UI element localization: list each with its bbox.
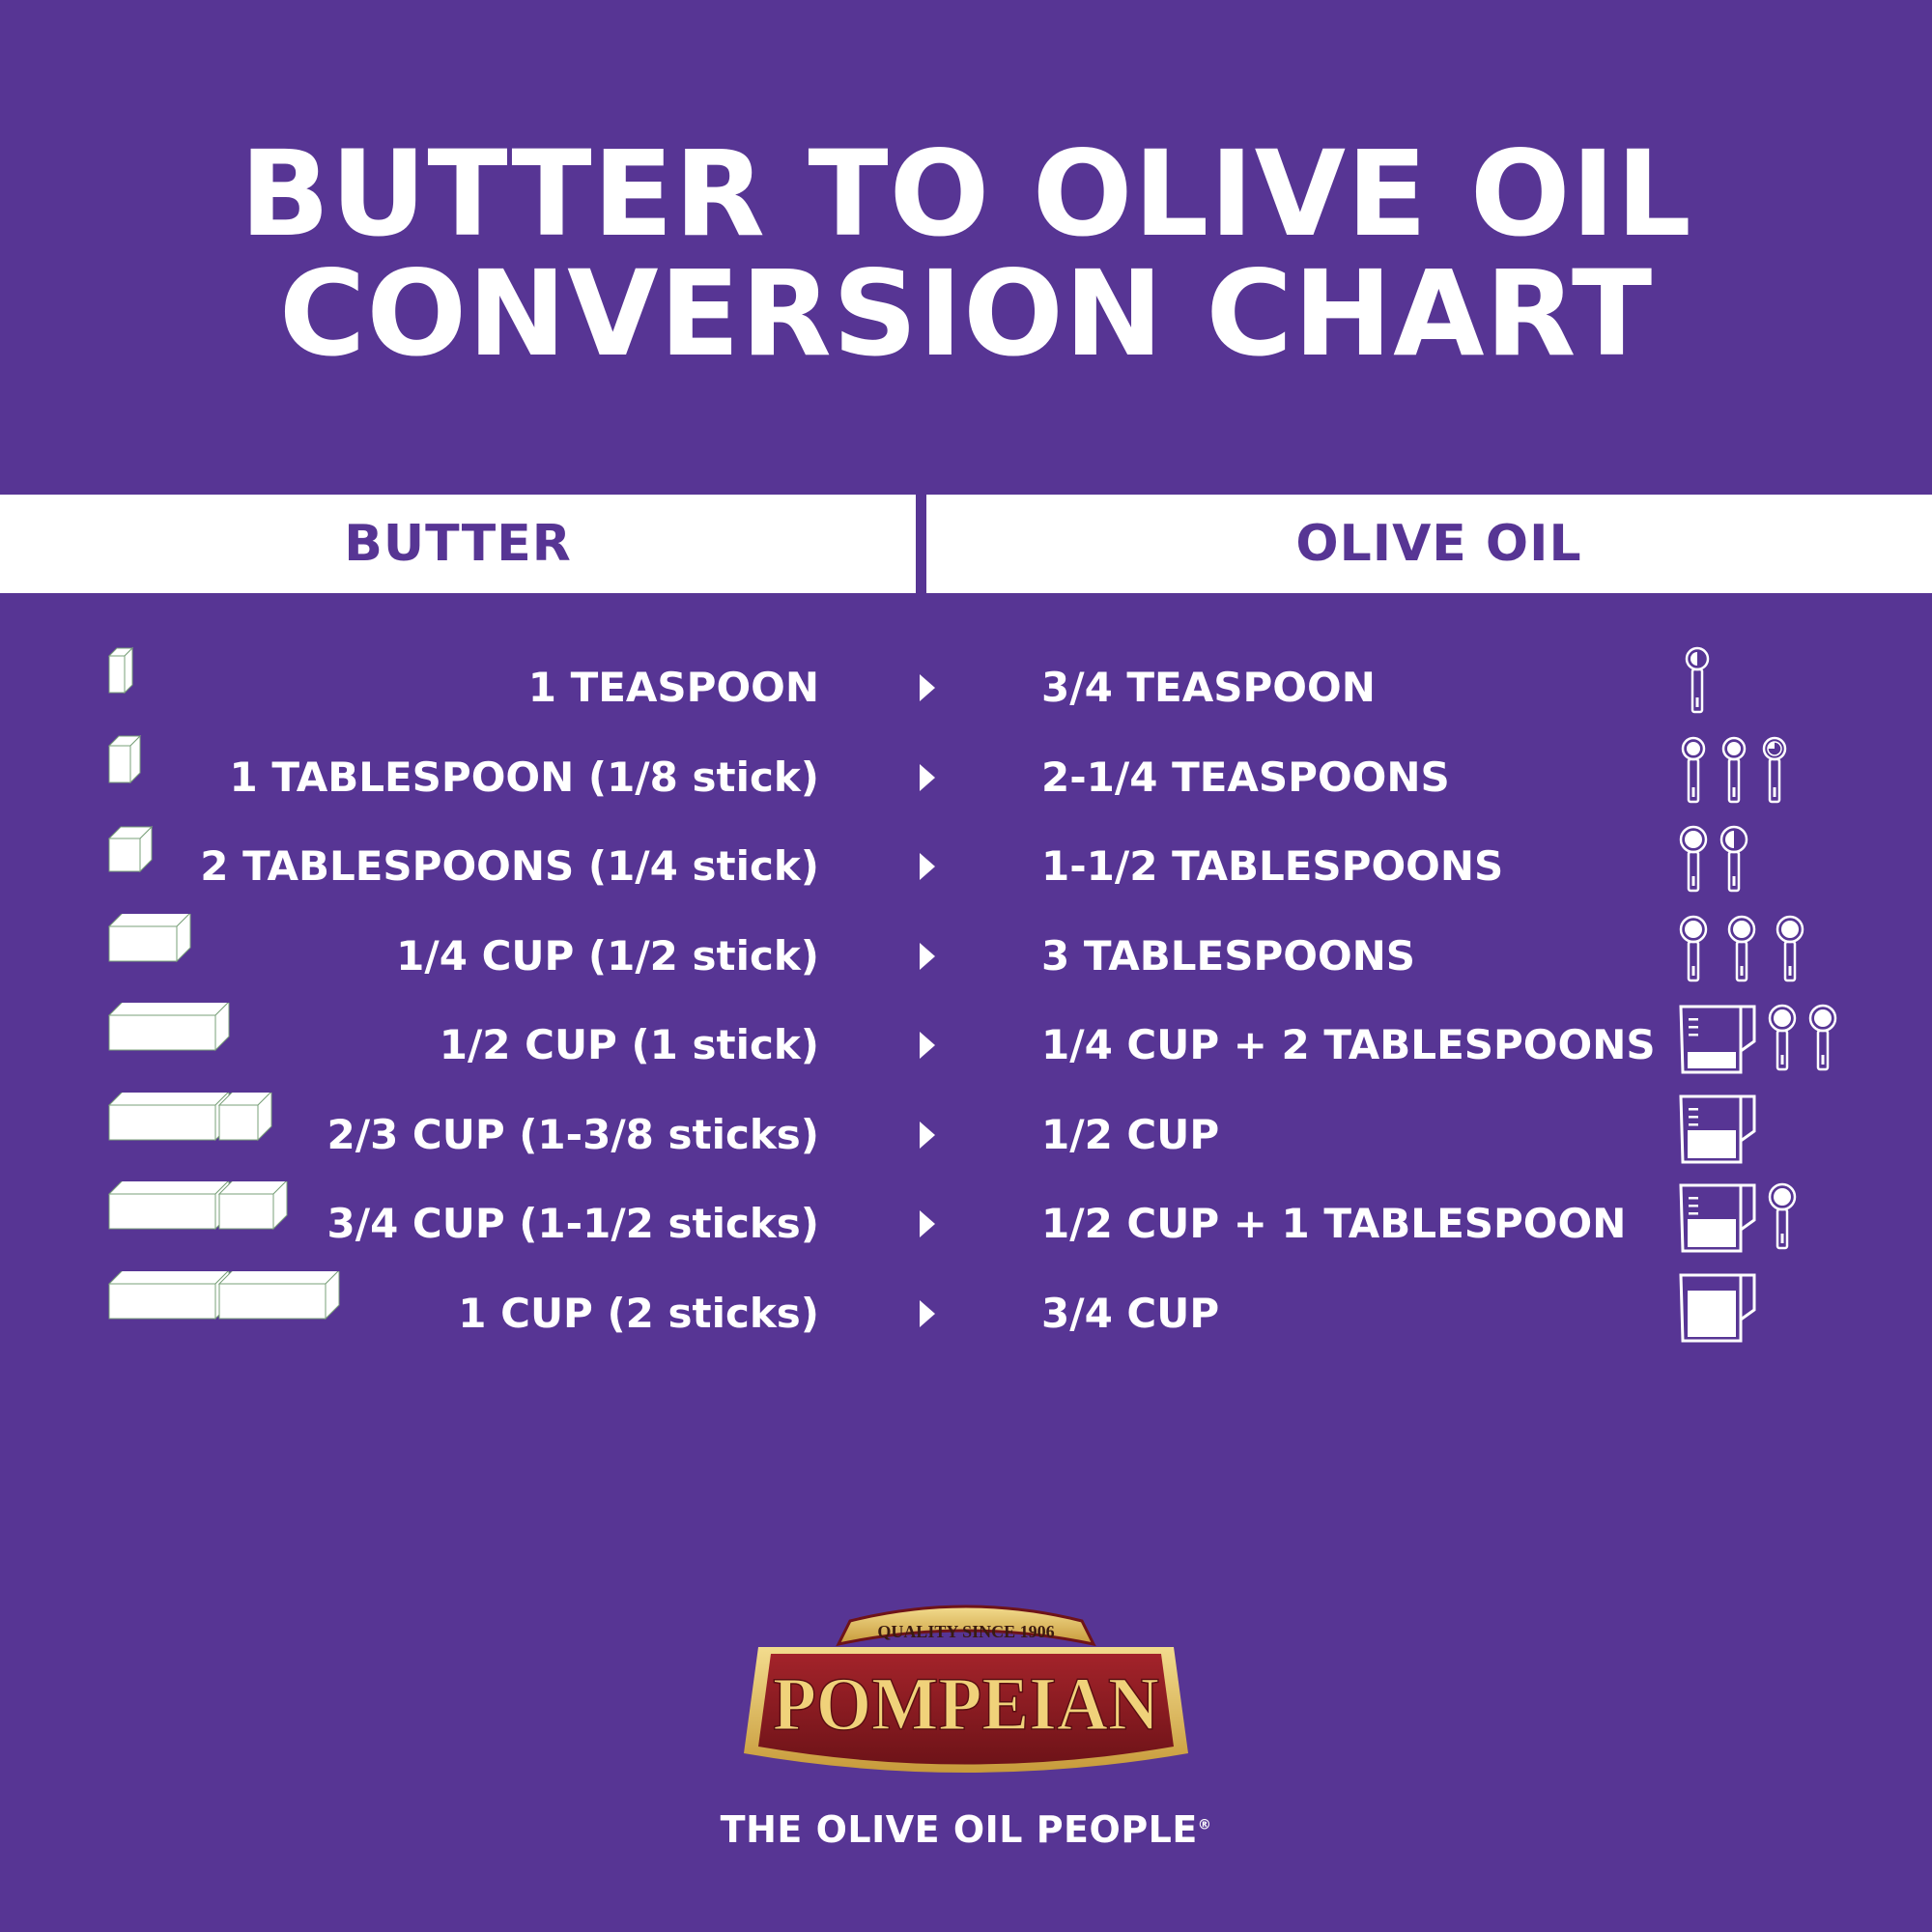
conversion-row: 1 CUP (2 sticks) 3/4 CUP	[0, 1268, 1932, 1358]
butter-amount: 1 TABLESPOON (1/8 stick)	[229, 753, 819, 801]
arrow-right-icon	[920, 1299, 935, 1327]
conversion-row: 2 TABLESPOONS (1/4 stick) 1-1/2 TABLESPOO…	[0, 822, 1932, 911]
tagline-text: THE OLIVE OIL PEOPLE	[720, 1808, 1198, 1851]
olive-oil-amount: 1/2 CUP + 1 TABLESPOON	[1041, 1200, 1627, 1247]
measuring-cup-half-icon	[1677, 1181, 1758, 1255]
conversion-row: 1/4 CUP (1/2 stick) 3 TABLESPOONS	[0, 911, 1932, 1001]
olive-oil-amount: 1/4 CUP + 2 TABLESPOONS	[1041, 1021, 1656, 1068]
butter-amount: 3/4 CUP (1-1/2 sticks)	[327, 1200, 820, 1247]
butter-amount: 1 CUP (2 sticks)	[458, 1289, 819, 1337]
olive-oil-measure-icons	[1677, 1271, 1758, 1345]
conversion-row: 3/4 CUP (1-1/2 sticks) 1/2 CUP + 1 TABLES…	[0, 1179, 1932, 1268]
measuring-cup-three-quarter-icon	[1677, 1271, 1758, 1345]
butter-icon	[107, 1179, 290, 1237]
half-teaspoon-icon	[1681, 645, 1714, 715]
arrow-right-icon	[920, 1032, 935, 1059]
tagline: THE OLIVE OIL PEOPLE®	[0, 1808, 1932, 1851]
half-tablespoon-icon	[1718, 824, 1750, 894]
pompeian-logo: QUALITY SINCE 1906 POMPEIAN	[744, 1605, 1188, 1773]
arrow-right-icon	[920, 853, 935, 880]
olive-oil-amount: 2-1/4 TEASPOONS	[1041, 753, 1450, 801]
olive-oil-measure-icons	[1677, 914, 1806, 983]
olive-oil-column-header: OLIVE OIL	[926, 495, 1932, 593]
butter-icon	[107, 645, 141, 701]
olive-oil-measure-icons	[1681, 645, 1714, 715]
tablespoon-icon	[1766, 1181, 1799, 1255]
olive-oil-measure-icons	[1677, 1093, 1758, 1166]
butter-icon	[107, 1090, 274, 1149]
butter-two-sticks-icon	[107, 1268, 341, 1320]
title-line-1: BUTTER TO OLIVE OIL	[240, 126, 1692, 263]
butter-icon	[107, 734, 147, 791]
arrow-right-icon	[920, 763, 935, 791]
olive-oil-measure-icons	[1677, 735, 1791, 805]
butter-eighth-stick-icon	[107, 734, 142, 783]
conversion-row: 2/3 CUP (1-3/8 sticks) 1/2 CUP	[0, 1090, 1932, 1179]
tablespoon-icon	[1677, 914, 1710, 983]
butter-icon	[107, 1268, 342, 1327]
registered-mark: ®	[1197, 1817, 1212, 1833]
svg-text:POMPEIAN: POMPEIAN	[773, 1662, 1159, 1746]
olive-oil-header-label: OLIVE OIL	[1295, 515, 1582, 573]
tablespoon-icon	[1766, 1003, 1799, 1076]
arrow-right-icon	[920, 674, 935, 701]
olive-oil-measure-icons	[1677, 824, 1750, 894]
measuring-cup-half-icon	[1677, 1093, 1758, 1166]
conversion-row: 1 TEASPOON 3/4 TEASPOON	[0, 643, 1932, 732]
butter-stick-icon	[107, 1000, 231, 1052]
butter-amount: 1 TEASPOON	[527, 664, 819, 711]
butter-icon	[107, 911, 193, 970]
butter-icon	[107, 824, 156, 880]
tablespoon-icon	[1806, 1003, 1839, 1076]
teaspoon-icon	[1718, 735, 1750, 805]
butter-amount: 1/4 CUP (1/2 stick)	[396, 931, 819, 980]
page-title: BUTTER TO OLIVE OIL CONVERSION CHART	[0, 135, 1932, 373]
olive-oil-amount: 1/2 CUP	[1041, 1110, 1220, 1158]
butter-one-and-half-sticks-icon	[107, 1179, 289, 1231]
quarter-teaspoon-icon	[1758, 735, 1791, 805]
conversion-row: 1 TABLESPOON (1/8 stick) 2-1/4 TEASPOONS	[0, 733, 1932, 822]
tiny-butter-piece-icon	[107, 646, 134, 695]
tablespoon-icon	[1774, 914, 1806, 983]
teaspoon-icon	[1677, 735, 1710, 805]
title-line-2: CONVERSION CHART	[278, 245, 1654, 383]
measuring-cup-quarter-icon	[1677, 1003, 1758, 1076]
tablespoon-icon	[1725, 914, 1758, 983]
olive-oil-amount: 3/4 CUP	[1041, 1289, 1220, 1337]
butter-quarter-stick-icon	[107, 825, 154, 873]
olive-oil-measure-icons	[1677, 1003, 1839, 1076]
arrow-right-icon	[920, 1210, 935, 1237]
arrow-right-icon	[920, 1121, 935, 1149]
butter-half-stick-icon	[107, 911, 192, 962]
olive-oil-amount: 1-1/2 TABLESPOONS	[1041, 842, 1504, 890]
butter-stick-and-piece-icon	[107, 1090, 273, 1141]
butter-amount: 2 TABLESPOONS (1/4 stick)	[200, 842, 819, 890]
butter-amount: 2/3 CUP (1-3/8 sticks)	[327, 1110, 820, 1158]
olive-oil-amount: 3/4 TEASPOON	[1041, 664, 1376, 711]
svg-text:QUALITY SINCE 1906: QUALITY SINCE 1906	[877, 1622, 1054, 1641]
arrow-right-icon	[920, 942, 935, 970]
tablespoon-icon	[1677, 824, 1710, 894]
butter-header-label: BUTTER	[344, 515, 572, 573]
butter-column-header: BUTTER	[0, 495, 916, 593]
butter-icon	[107, 1000, 232, 1059]
conversion-row: 1/2 CUP (1 stick) 1/4 CUP + 2 TABLESPOONS	[0, 1000, 1932, 1090]
olive-oil-amount: 3 TABLESPOONS	[1041, 931, 1416, 980]
butter-amount: 1/2 CUP (1 stick)	[439, 1021, 819, 1068]
olive-oil-measure-icons	[1677, 1181, 1799, 1255]
